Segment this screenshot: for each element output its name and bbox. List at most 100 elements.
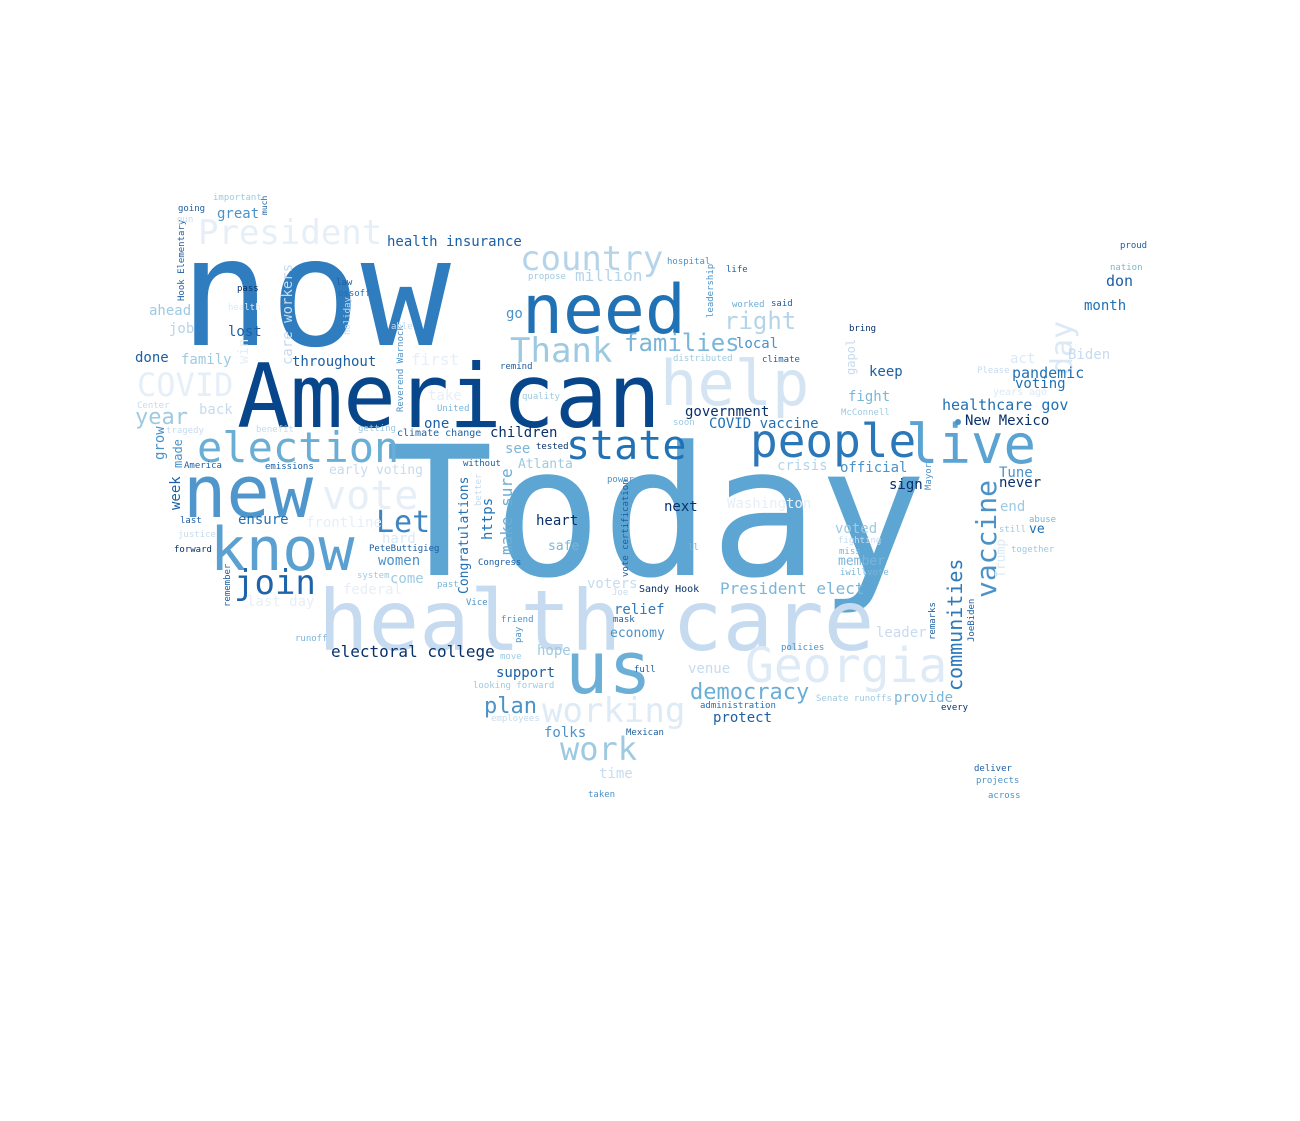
word-across: across xyxy=(988,791,1021,801)
word-policies: policies xyxy=(781,643,824,653)
word-time: time xyxy=(599,766,633,782)
word-care-workers: care workers xyxy=(280,264,296,365)
word-center: Center xyxy=(137,401,170,411)
word-next: next xyxy=(664,499,698,515)
word-state: state xyxy=(566,423,686,469)
word-ll: ll xyxy=(688,543,699,553)
word-pass: pass xyxy=(237,284,259,294)
word-thank: Thank xyxy=(510,331,612,371)
word-biden: Biden xyxy=(1068,347,1110,363)
word-emissions: emissions xyxy=(265,462,314,472)
word-projects: projects xyxy=(976,776,1019,786)
word-getting: getting xyxy=(358,424,396,434)
word-week: week xyxy=(168,476,184,510)
word-pay: pay xyxy=(514,626,524,643)
word-fight: fight xyxy=(848,389,890,405)
word-gun: gun xyxy=(177,215,193,225)
word-benefit: benefit xyxy=(256,425,294,435)
word-congress: Congress xyxy=(478,558,521,568)
word-join: join xyxy=(234,563,316,603)
word-end: end xyxy=(1000,499,1025,515)
word-america: America xyxy=(184,461,222,471)
word-sign: sign xyxy=(889,477,923,493)
word-win: win xyxy=(236,339,252,364)
word-move: move xyxy=(500,652,522,662)
word-live: live xyxy=(906,413,1036,476)
word-lost: lost xyxy=(228,324,262,340)
word-government: government xyxy=(685,404,769,420)
word-system: system xyxy=(357,571,390,581)
word-voting: voting xyxy=(1015,376,1066,392)
word-country: country xyxy=(520,239,663,279)
word-people: people xyxy=(750,414,916,468)
word-provide: provide xyxy=(894,690,953,706)
word-worked: worked xyxy=(732,300,765,310)
word-fighting: fighting xyxy=(838,536,881,546)
word-deliver: deliver xyxy=(974,764,1013,774)
word-mask: mask xyxy=(613,615,635,625)
word-folks: folks xyxy=(544,725,586,741)
word-hard: hard xyxy=(382,531,416,547)
word-democracy: democracy xyxy=(690,680,809,705)
word-support: support xyxy=(496,665,555,681)
word-protect: protect xyxy=(713,710,772,726)
word-great: great xyxy=(217,206,259,222)
word-family: family xyxy=(181,352,232,368)
word-come: come xyxy=(390,571,424,587)
word-friend: friend xyxy=(501,615,534,625)
word-nation: nation xyxy=(1110,263,1143,273)
word-proud: proud xyxy=(1120,241,1147,251)
word-holiday: holiday xyxy=(343,296,353,335)
word-remarks: remarks xyxy=(928,602,938,640)
word-joebiden: JoeBiden xyxy=(967,599,977,642)
word-need: need xyxy=(522,271,686,350)
word-last: last xyxy=(180,516,202,526)
word-venue: venue xyxy=(688,661,730,677)
word-children: children xyxy=(490,425,557,441)
word-senate-runoffs: Senate runoffs xyxy=(816,694,892,704)
word-climate-change: climate change xyxy=(397,428,481,439)
word-mayor: Mayor xyxy=(924,462,934,490)
word-official: official xyxy=(840,460,907,476)
word-joe: Joe xyxy=(612,588,628,598)
word-full: full xyxy=(634,665,656,675)
word-first: first xyxy=(411,350,459,369)
word-without: without xyxy=(463,459,501,469)
word-administration: administration xyxy=(700,701,776,711)
word-mexican: Mexican xyxy=(626,728,664,738)
word-remind: remind xyxy=(500,362,533,372)
word-throughout: throughout xyxy=(292,354,376,370)
word-years-ago: years ago xyxy=(993,387,1047,398)
word-taken: taken xyxy=(588,790,615,800)
word-member: member xyxy=(838,554,885,569)
word-vote: vote xyxy=(322,473,418,519)
word-iwillvote: iwillvote xyxy=(840,568,889,578)
word-done: done xyxy=(135,350,169,366)
word-vote-certification: vote certification xyxy=(621,479,631,577)
word-hope: hope xyxy=(537,643,571,659)
word-together: together xyxy=(1011,545,1055,555)
word-us: us xyxy=(565,626,652,710)
word-president: President xyxy=(198,213,382,253)
word-ahead: ahead xyxy=(149,303,191,319)
word-frontline: frontline xyxy=(306,515,382,531)
word-leadership: leadership xyxy=(706,264,716,318)
word-month: month xyxy=(1084,298,1126,314)
word-quality: quality xyxy=(522,392,561,402)
word-see: see xyxy=(505,441,530,457)
word-justice: justice xyxy=(178,530,216,540)
word-life: life xyxy=(726,265,748,275)
word-working: working xyxy=(542,691,685,731)
word-congratulations: Congratulations xyxy=(457,477,472,594)
word-ve: ve xyxy=(1029,522,1045,537)
word-abuse: abuse xyxy=(1029,515,1056,525)
word-georgia: Georgia xyxy=(745,638,947,694)
word-climate: climate xyxy=(762,355,800,365)
word-know: know xyxy=(210,515,355,585)
word-back: back xyxy=(199,402,233,418)
word-going: going xyxy=(178,204,205,214)
word-electoral-college: electoral college xyxy=(331,642,495,661)
word-million: million xyxy=(575,266,642,285)
word-american: American xyxy=(237,345,661,448)
